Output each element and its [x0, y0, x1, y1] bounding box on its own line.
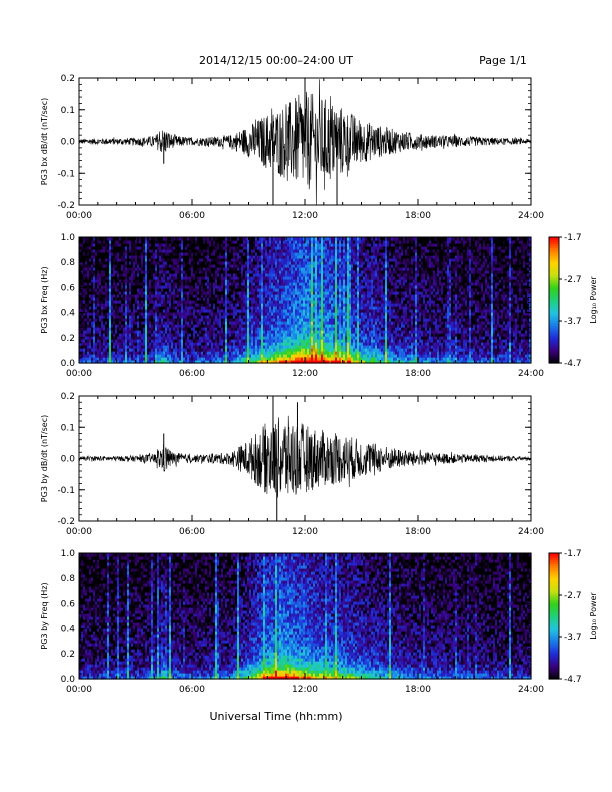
by-spectrogram-colorbar-frame	[548, 552, 560, 680]
bx-spectrogram-colorbar-frame	[548, 236, 560, 364]
bx-waveform-ytick-label: 0.0	[61, 138, 76, 148]
bx-spectrogram-ytick-label: 0.2	[61, 334, 75, 344]
by-spectrogram-cells	[79, 553, 532, 680]
by-spectrogram-colorbar-tick-label: -2.7	[564, 591, 582, 601]
bx-waveform-xtick-label: 12:00	[292, 211, 318, 221]
by-waveform-xtick-label: 06:00	[179, 527, 205, 537]
by-spectrogram-ytick-label: 0.4	[61, 625, 76, 635]
bx-spectrogram-ytick-label: 0.0	[61, 359, 76, 369]
by-waveform-ytick-label: 0.0	[61, 455, 76, 465]
by-spectrogram-xtick-label: 24:00	[518, 685, 544, 695]
by-waveform-ylabel: PG3 by dB/dt (nT/sec)	[40, 415, 49, 502]
page-number: Page 1/1	[479, 54, 527, 67]
by-spectrogram-panel: 00:00 06:00 12:00 18:00 24:00 0.0 0.2 0.4 0.6 0.8…	[40, 549, 598, 695]
bx-spectrogram-ytick-label: 0.8	[61, 258, 76, 268]
bx-waveform-ylabel: PG3 bx dB/dt (nT/sec)	[40, 98, 49, 185]
bx-waveform-ytick-label: -0.1	[57, 169, 75, 179]
by-spectrogram-ytick-label: 0.0	[61, 675, 76, 685]
by-spectrogram-colorbar-tick-label: -1.7	[564, 549, 582, 559]
by-spectrogram-ytick-label: 0.6	[61, 599, 76, 609]
by-spectrogram-xtick-label: 18:00	[405, 685, 431, 695]
by-spectrogram-colorbar: -1.7 -2.7 -3.7 -4.7 Log₁₀ Power	[548, 549, 598, 685]
by-waveform-trace	[78, 415, 532, 498]
by-waveform-ytick-label: 0.1	[61, 423, 75, 433]
bx-waveform-ytick-label: -0.2	[57, 201, 75, 211]
bx-spectrogram-cells	[79, 237, 532, 364]
by-spectrogram-ytick-label: 1.0	[61, 549, 76, 559]
bx-spectrogram-ytick-label: 0.6	[61, 283, 76, 293]
bx-spectrogram-xtick-label: 18:00	[405, 369, 431, 379]
bx-spectrogram-ytick-label: 0.4	[61, 309, 76, 319]
by-spectrogram-colorbar-tick-label: -3.7	[564, 633, 582, 643]
bx-spectrogram-ytick-label: 1.0	[61, 233, 76, 243]
bx-spectrogram-xtick-label: 06:00	[179, 369, 205, 379]
bx-spectrogram-colorbar-label: Log₁₀ Power	[589, 276, 598, 324]
bx-spectrogram-colorbar-tick-label: -3.7	[564, 317, 582, 327]
by-spectrogram-ylabel: PG3 by Freq (Hz)	[40, 582, 49, 649]
bx-waveform-ytick-label: 0.2	[61, 74, 75, 84]
bx-waveform-xtick-label: 24:00	[518, 211, 544, 221]
bx-waveform-xtick-label: 06:00	[179, 211, 205, 221]
by-waveform-xtick-label: 00:00	[66, 527, 92, 537]
by-waveform-ytick-label: -0.1	[57, 486, 75, 496]
bx-spectrogram-xtick-label: 00:00	[66, 369, 92, 379]
by-waveform-xtick-label: 24:00	[518, 527, 544, 537]
by-spectrogram-colorbar-tick-label: -4.7	[564, 675, 582, 685]
bx-spectrogram-colorbar-tick-label: -4.7	[564, 359, 582, 369]
by-waveform-xtick-label: 12:00	[292, 527, 318, 537]
by-spectrogram-xtick-label: 00:00	[66, 685, 92, 695]
by-waveform-ytick-label: -0.2	[57, 517, 75, 527]
bx-spectrogram-ylabel: PG3 bx Freq (Hz)	[40, 266, 49, 333]
bx-waveform-ytick-label: 0.1	[61, 106, 75, 116]
page-title: 2014/12/15 00:00–24:00 UT	[199, 54, 353, 67]
bx-spectrogram-colorbar-tick-label: -2.7	[564, 275, 582, 285]
by-spectrogram-colorbar-label: Log₁₀ Power	[589, 592, 598, 640]
by-waveform-ytick-label: 0.2	[61, 392, 75, 402]
bx-spectrogram-panel: 00:00 06:00 12:00 18:00 24:00 0.0 0.2 0.4 0.6 0.8…	[40, 233, 598, 379]
by-waveform-xtick-label: 18:00	[405, 527, 431, 537]
by-spectrogram-ytick-label: 0.8	[61, 574, 76, 584]
bx-waveform-xtick-label: 00:00	[66, 211, 92, 221]
bx-waveform-panel: 00:00 06:00 12:00 18:00 24:00 -0.2 -0.1 0.0 0.1 0…	[40, 74, 544, 221]
bx-spectrogram-colorbar-tick-label: -1.7	[564, 233, 582, 243]
bx-spectrogram-xtick-label: 24:00	[518, 369, 544, 379]
bx-waveform-xtick-label: 18:00	[405, 211, 431, 221]
by-spectrogram-xtick-label: 12:00	[292, 685, 318, 695]
bx-spectrogram-colorbar: -1.7 -2.7 -3.7 -4.7 Log₁₀ Power	[548, 233, 598, 369]
bx-spectrogram-xtick-label: 12:00	[292, 369, 318, 379]
by-waveform-panel: 00:00 06:00 12:00 18:00 24:00 -0.2 -0.1 0.0 0.1 0…	[40, 392, 544, 537]
x-axis-title: Universal Time (hh:mm)	[210, 710, 343, 723]
by-spectrogram-ytick-label: 0.2	[61, 650, 75, 660]
by-spectrogram-xtick-label: 06:00	[179, 685, 205, 695]
